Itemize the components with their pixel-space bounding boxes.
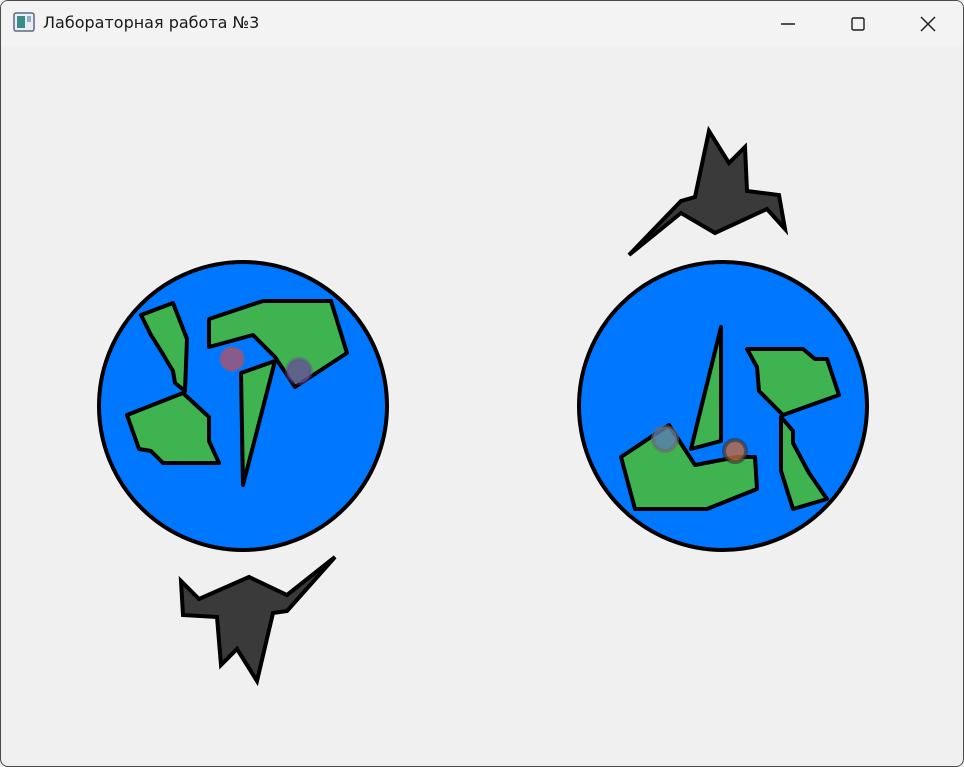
globe-left-marker-purple <box>285 357 313 385</box>
globe-right-marker-orange <box>722 438 748 464</box>
maximize-button[interactable] <box>823 1 893 46</box>
close-button[interactable] <box>893 1 963 46</box>
minimize-button[interactable] <box>753 1 823 46</box>
window-title: Лабораторная работа №3 <box>43 13 260 32</box>
drawing-canvas <box>97 125 869 687</box>
globe-left-continent-3 <box>125 391 221 465</box>
globe-left <box>97 260 389 552</box>
globe-left-continent-2 <box>207 299 349 389</box>
globe-right-continent-2 <box>689 325 723 451</box>
maximize-icon <box>851 17 865 31</box>
bird-top <box>627 125 789 257</box>
globe-left-continent-1 <box>139 301 189 393</box>
globe-right-continent-1 <box>745 347 841 417</box>
close-icon <box>920 16 936 32</box>
app-icon <box>13 12 35 32</box>
title-bar[interactable]: Лабораторная работа №3 <box>1 1 963 46</box>
globe-right-marker-blue <box>651 425 679 453</box>
globe-left-continent-4 <box>239 359 277 487</box>
globe-left-marker-red <box>219 346 245 372</box>
minimize-icon <box>781 23 795 25</box>
globe-right-continent-4 <box>779 415 829 511</box>
globe-right <box>577 260 869 552</box>
bird-bottom <box>178 555 337 687</box>
